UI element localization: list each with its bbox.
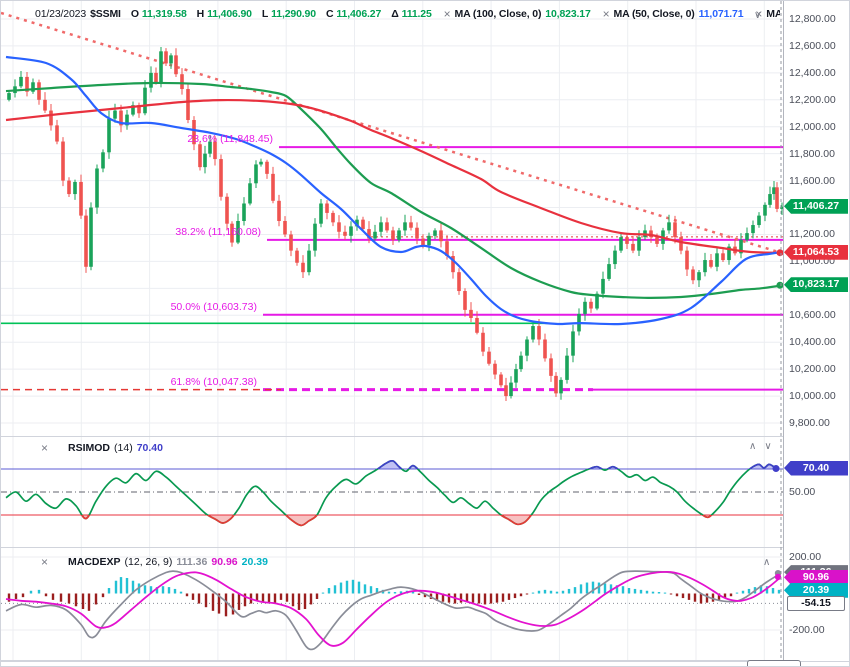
rsi-pane-controls: ∧ ∨	[749, 441, 772, 452]
main-pane	[1, 11, 801, 402]
rsi-end-dot	[772, 465, 780, 473]
price-axis-label: 10,000.00	[789, 390, 836, 403]
rsi-line[interactable]	[5, 459, 780, 527]
ohlc-high: H 11,406.90	[196, 8, 252, 20]
ma100-value: 10,823.17	[545, 8, 591, 20]
ma-50-line[interactable]	[5, 55, 783, 326]
price-axis-label: 11,200.00	[789, 228, 835, 241]
macd-line[interactable]	[5, 570, 782, 651]
rsi-overbought-fill	[6, 460, 779, 469]
legend-date: 01/23/2023	[35, 8, 87, 20]
remove-rsi-icon[interactable]: ×	[41, 441, 49, 455]
ohlc-change: Δ 111.25	[391, 8, 432, 20]
ma100-label[interactable]: MA (100, Close, 0)	[454, 8, 542, 20]
rsi-pane	[1, 459, 783, 527]
macd-hist-badge: 20.39	[784, 582, 848, 598]
ohlc-close: C 11,406.27	[325, 8, 382, 20]
signal-end-dot	[774, 573, 782, 581]
price-axis-label: 11,600.00	[789, 174, 835, 187]
price-axis-label: 11,800.00	[789, 147, 835, 160]
price-axis-label: 10,600.00	[789, 309, 836, 322]
macd-hist-value: 20.39	[241, 556, 268, 568]
rsi-collapse-up-icon[interactable]: ∧	[749, 441, 757, 452]
downtrend-line-dotted[interactable]	[1, 11, 801, 259]
ohlc-low: L 11,290.90	[261, 8, 316, 20]
ma200-label[interactable]: MA (200, Close, 0)	[766, 8, 780, 20]
rsi-pane-header: × RSIMOD (14) 70.40	[41, 441, 163, 455]
rsi-line-oversold	[80, 515, 713, 527]
rsi-collapse-down-icon[interactable]: ∨	[764, 441, 772, 452]
macd-dotted-level-badge: -54.15	[787, 596, 845, 612]
macd-axis-label: -200.00	[789, 624, 825, 636]
crosshair-date-label	[747, 660, 801, 666]
price-badge-red: 11,064.53	[784, 244, 848, 260]
time-axis[interactable]	[1, 661, 849, 666]
remove-ma200-icon[interactable]: ×	[755, 7, 763, 21]
price-axis-label: 12,800.00	[789, 13, 836, 25]
rsi-axis-label: 50.00	[789, 486, 816, 498]
macd-signal-value: 90.96	[211, 556, 238, 568]
rsi-name[interactable]: RSIMOD	[68, 442, 111, 454]
ma50-value: 11,071.71	[698, 8, 744, 20]
macd-pane-header: × MACDEXP (12, 26, 9) 111.36 90.96 20.39	[41, 555, 268, 569]
symbol-label[interactable]: $SSMI	[90, 8, 121, 20]
ohlc-open: O 11,319.58	[130, 8, 187, 20]
rsi-line-overbought	[376, 459, 780, 469]
fib-label[interactable]: 38.2% (11,160.08)	[175, 225, 261, 238]
price-axis-label: 9,800.00	[789, 417, 830, 429]
fib-label[interactable]: 23.6% (11,848.45)	[187, 133, 273, 146]
remove-ma50-icon[interactable]: ×	[602, 7, 610, 21]
price-axis-label: 10,400.00	[789, 336, 836, 349]
macd-line-value: 111.36	[176, 556, 208, 568]
price-badge-green: 11,406.27	[784, 198, 848, 214]
rsi-value: 70.40	[136, 442, 163, 454]
ma50-label[interactable]: MA (50, Close, 0)	[613, 8, 695, 20]
macd-params: (12, 26, 9)	[124, 556, 173, 568]
price-badge-green: 10,823.17	[784, 277, 848, 293]
rsi-oversold-fill	[6, 515, 779, 526]
price-axis-label: 12,000.00	[789, 120, 836, 133]
price-axis-label: 12,200.00	[789, 93, 836, 106]
ma-200-line[interactable]	[5, 98, 783, 254]
ma-100-line[interactable]	[5, 81, 783, 300]
macd-signal-badge: 90.96	[784, 569, 848, 585]
price-axis[interactable]	[783, 1, 849, 666]
legend-collapse-icon[interactable]: ∨	[754, 10, 762, 21]
macd-axis-label: 200.00	[789, 551, 822, 563]
macd-pane-controls: ∧	[763, 557, 770, 568]
fib-label[interactable]: 50.0% (10,603.73)	[170, 300, 257, 313]
macd-name[interactable]: MACDEXP	[68, 556, 121, 568]
price-axis-label: 10,200.00	[789, 363, 836, 376]
price-axis-label: 12,400.00	[789, 66, 836, 79]
rsi-params: (14)	[114, 442, 133, 454]
macd-pane	[1, 569, 783, 651]
remove-macd-icon[interactable]: ×	[41, 555, 49, 569]
grid-layer	[1, 1, 783, 660]
price-axis-label: 12,600.00	[789, 39, 836, 52]
rsi-value-badge: 70.40	[784, 460, 848, 476]
macd-collapse-up-icon[interactable]: ∧	[763, 557, 771, 568]
fib-label[interactable]: 61.8% (10,047.38)	[170, 375, 257, 388]
remove-ma100-icon[interactable]: ×	[443, 7, 451, 21]
macd-signal-line[interactable]	[5, 570, 782, 647]
main-legend: 01/23/2023 $SSMI O 11,319.58 H 11,406.90 L…	[35, 7, 780, 21]
